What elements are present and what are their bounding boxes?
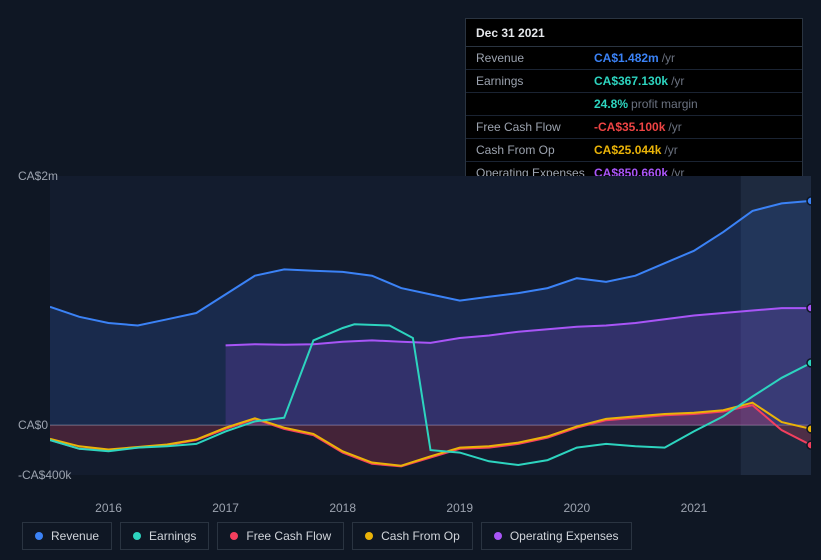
financials-chart: CA$2mCA$0-CA$400k20162017201820192020202…	[18, 158, 811, 493]
tooltip-value: CA$25.044k	[594, 143, 661, 157]
legend-label: Earnings	[149, 529, 196, 543]
legend-item-cfo[interactable]: Cash From Op	[352, 522, 473, 550]
tooltip-date: Dec 31 2021	[466, 19, 802, 47]
chart-legend: Revenue Earnings Free Cash Flow Cash From O…	[22, 522, 632, 550]
legend-dot-icon	[365, 532, 373, 540]
chart-plot-area[interactable]	[50, 176, 811, 475]
tooltip-suffix: /yr	[668, 120, 681, 134]
tooltip-value: 24.8%	[594, 97, 628, 111]
tooltip-label: Free Cash Flow	[476, 120, 594, 134]
tooltip-suffix: /yr	[662, 51, 675, 65]
tooltip-row: 24.8%profit margin	[466, 93, 802, 116]
legend-dot-icon	[35, 532, 43, 540]
x-axis-label: 2019	[446, 501, 473, 515]
legend-dot-icon	[494, 532, 502, 540]
x-axis-label: 2017	[212, 501, 239, 515]
y-axis-label: CA$2m	[18, 169, 58, 183]
y-axis-label: -CA$400k	[18, 468, 71, 482]
tooltip-row: Free Cash Flow-CA$35.100k/yr	[466, 116, 802, 139]
tooltip-value: -CA$35.100k	[594, 120, 665, 134]
legend-item-revenue[interactable]: Revenue	[22, 522, 112, 550]
x-axis-label: 2021	[681, 501, 708, 515]
legend-label: Cash From Op	[381, 529, 460, 543]
tooltip-value: CA$367.130k	[594, 74, 668, 88]
x-axis-label: 2016	[95, 501, 122, 515]
legend-item-fcf[interactable]: Free Cash Flow	[217, 522, 344, 550]
tooltip-suffix: profit margin	[631, 97, 698, 111]
legend-dot-icon	[230, 532, 238, 540]
tooltip-value: CA$1.482m	[594, 51, 659, 65]
legend-label: Operating Expenses	[510, 529, 619, 543]
tooltip-label: Revenue	[476, 51, 594, 65]
legend-item-earnings[interactable]: Earnings	[120, 522, 209, 550]
x-axis-label: 2018	[329, 501, 356, 515]
tooltip-label: Earnings	[476, 74, 594, 88]
series-end-marker-opex	[807, 304, 811, 312]
x-axis-label: 2020	[563, 501, 590, 515]
tooltip-suffix: /yr	[664, 143, 677, 157]
tooltip-label: Cash From Op	[476, 143, 594, 157]
series-end-marker-revenue	[807, 197, 811, 205]
legend-item-opex[interactable]: Operating Expenses	[481, 522, 632, 550]
tooltip-row: EarningsCA$367.130k/yr	[466, 70, 802, 93]
tooltip-label	[476, 97, 594, 111]
y-axis-label: CA$0	[18, 418, 48, 432]
legend-dot-icon	[133, 532, 141, 540]
legend-label: Free Cash Flow	[246, 529, 331, 543]
tooltip-suffix: /yr	[671, 74, 684, 88]
series-end-marker-cfo	[807, 425, 811, 433]
series-end-marker-earnings	[807, 359, 811, 367]
tooltip-row: RevenueCA$1.482m/yr	[466, 47, 802, 70]
series-end-marker-fcf	[807, 441, 811, 449]
legend-label: Revenue	[51, 529, 99, 543]
